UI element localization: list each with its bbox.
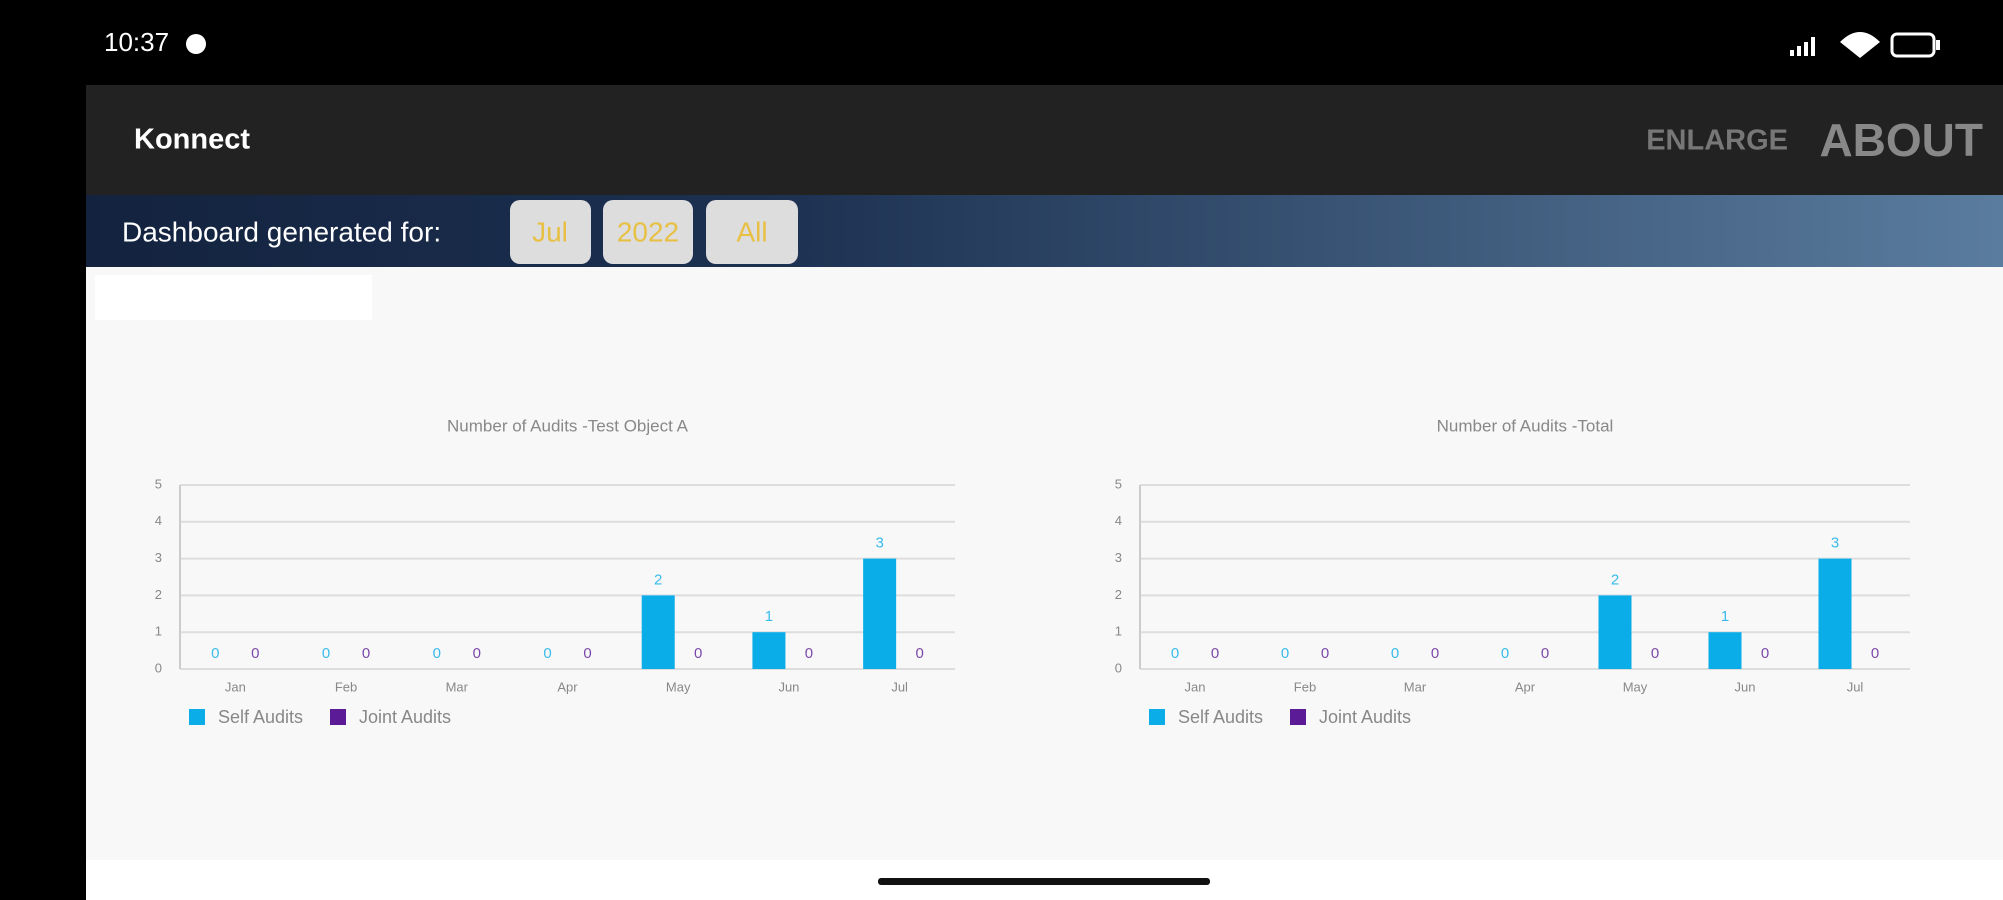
x-tick-label: Jun: [778, 679, 799, 694]
y-tick-label: 0: [1115, 660, 1122, 675]
legend-label: Self Audits: [1178, 707, 1263, 727]
x-tick-label: Feb: [1294, 679, 1316, 694]
data-label: 0: [473, 645, 481, 662]
data-label: 0: [1171, 645, 1179, 662]
battery-icon: [1890, 32, 1936, 58]
blank-panel: [95, 275, 372, 320]
about-button[interactable]: ABOUT: [1819, 114, 1983, 166]
x-tick-label: Apr: [557, 679, 578, 694]
data-label: 0: [1281, 645, 1289, 662]
data-label: 0: [1541, 645, 1549, 662]
bar: [1818, 558, 1852, 669]
y-tick-label: 3: [155, 550, 162, 565]
data-label: 0: [1871, 645, 1879, 662]
home-indicator: [878, 878, 1210, 885]
content: [86, 267, 2003, 860]
y-tick-label: 5: [1115, 476, 1122, 491]
chart-title: Number of Audits -Test Object A: [447, 416, 689, 435]
status-icon: [186, 34, 206, 54]
data-label: 1: [1721, 608, 1729, 625]
filter-year-text[interactable]: 2022: [617, 216, 679, 247]
data-label: 2: [1611, 571, 1619, 588]
data-label: 0: [1761, 645, 1769, 662]
x-tick-label: Jun: [1735, 679, 1756, 694]
data-label: 0: [915, 645, 923, 662]
x-tick-label: Feb: [335, 679, 357, 694]
filter-bar: [86, 195, 2003, 267]
data-label: 0: [1431, 645, 1439, 662]
app-bar: [86, 85, 2003, 195]
data-label: 0: [1321, 645, 1329, 662]
x-tick-label: Apr: [1515, 679, 1536, 694]
data-label: 0: [251, 645, 259, 662]
y-tick-label: 1: [155, 624, 162, 639]
legend-swatch: [1290, 709, 1306, 725]
data-label: 3: [875, 535, 883, 552]
filter-scope[interactable]: All: [706, 200, 798, 264]
y-tick-label: 2: [155, 587, 162, 602]
y-tick-label: 4: [155, 513, 162, 528]
bar: [1708, 632, 1742, 669]
filter-scope-text[interactable]: All: [736, 216, 767, 247]
y-tick-label: 2: [1115, 587, 1122, 602]
data-label: 0: [805, 645, 813, 662]
x-tick-label: Jul: [1847, 679, 1864, 694]
x-tick-label: Jan: [225, 679, 246, 694]
legend-swatch: [189, 709, 205, 725]
app-title: Konnect: [134, 124, 250, 156]
filter-year[interactable]: 2022: [603, 200, 693, 264]
enlarge-button[interactable]: ENLARGE: [1646, 125, 1788, 157]
chart-title: Number of Audits -Total: [1437, 416, 1614, 435]
bar: [641, 595, 675, 669]
filter-month-text[interactable]: Jul: [532, 216, 568, 247]
status-time: 10:37: [104, 27, 169, 57]
bar: [752, 632, 786, 669]
data-label: 0: [1651, 645, 1659, 662]
x-tick-label: Jul: [891, 679, 908, 694]
y-tick-label: 3: [1115, 550, 1122, 565]
battery-tip: [1936, 40, 1940, 50]
x-tick-label: Mar: [1404, 679, 1427, 694]
legend-label: Joint Audits: [359, 707, 451, 727]
data-label: 0: [1391, 645, 1399, 662]
legend-label: Joint Audits: [1319, 707, 1411, 727]
data-label: 3: [1831, 535, 1839, 552]
y-tick-label: 0: [155, 660, 162, 675]
data-label: 0: [694, 645, 702, 662]
data-label: 0: [583, 645, 591, 662]
data-label: 0: [1501, 645, 1509, 662]
data-label: 2: [654, 571, 662, 588]
bar: [1598, 595, 1632, 669]
y-tick-label: 5: [155, 476, 162, 491]
filter-month[interactable]: Jul: [510, 200, 591, 264]
wifi-icon: [1840, 32, 1880, 58]
x-tick-label: May: [666, 679, 691, 694]
data-label: 0: [362, 645, 370, 662]
x-tick-label: Mar: [446, 679, 469, 694]
x-tick-label: May: [1623, 679, 1648, 694]
data-label: 0: [433, 645, 441, 662]
bar: [863, 558, 897, 669]
filter-label: Dashboard generated for:: [122, 216, 441, 247]
data-label: 0: [211, 645, 219, 662]
data-label: 0: [543, 645, 551, 662]
x-tick-label: Jan: [1185, 679, 1206, 694]
data-label: 0: [322, 645, 330, 662]
legend-swatch: [1149, 709, 1165, 725]
legend-swatch: [330, 709, 346, 725]
charts: Number of Audits -Test Object A 0 1 2 3 4 5 Jan…: [155, 416, 1910, 727]
data-label: 0: [1211, 645, 1219, 662]
signal-icon: [1790, 37, 1815, 56]
y-tick-label: 1: [1115, 624, 1122, 639]
data-label: 1: [765, 608, 773, 625]
y-tick-label: 4: [1115, 513, 1122, 528]
legend-label: Self Audits: [218, 707, 303, 727]
